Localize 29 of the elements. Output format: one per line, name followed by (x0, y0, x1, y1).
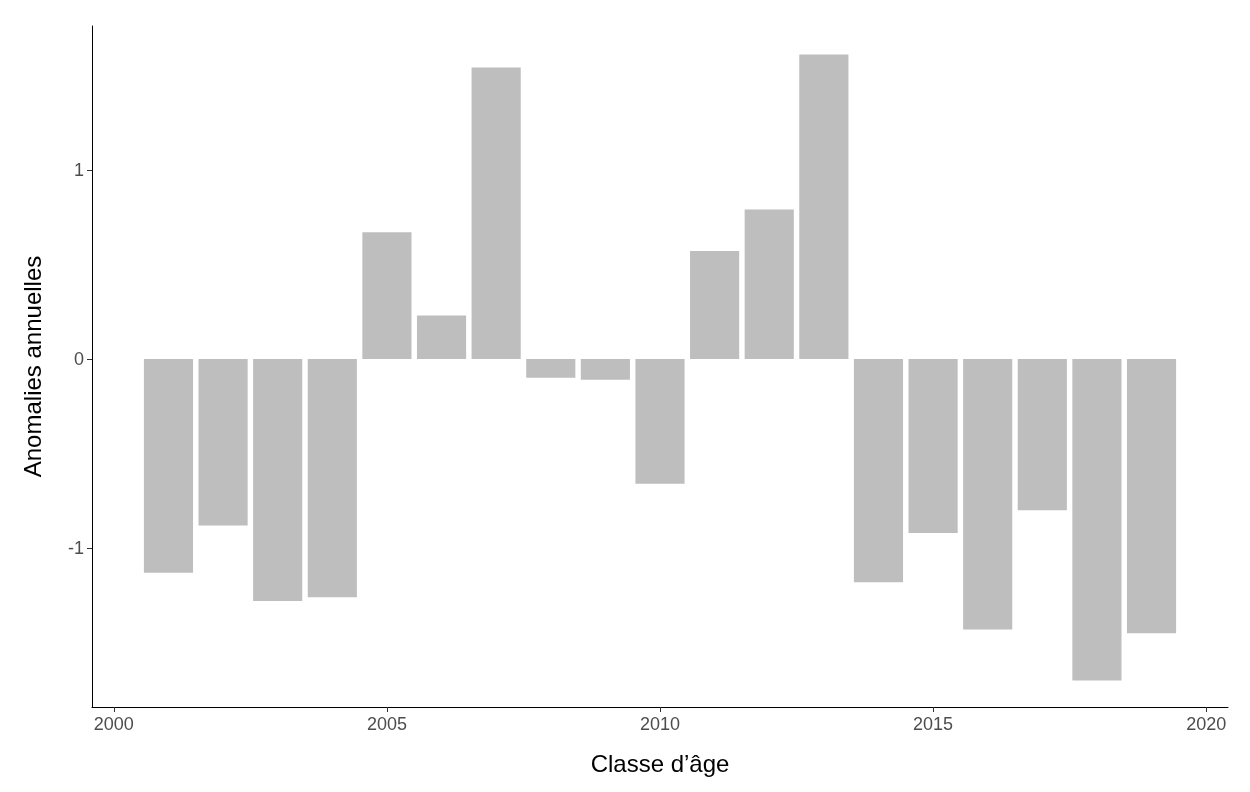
bar (853, 358, 904, 583)
bar (799, 54, 849, 359)
x-tick-label: 2005 (366, 714, 407, 734)
bar (690, 251, 740, 359)
bar (362, 232, 412, 359)
bar (1126, 358, 1177, 634)
bar (416, 315, 467, 359)
bar (143, 358, 194, 573)
bar (1072, 358, 1122, 681)
x-tick-label: 2015 (913, 714, 954, 734)
bar (908, 358, 958, 533)
bar (471, 67, 521, 359)
bar (580, 358, 630, 380)
bar (635, 358, 685, 484)
y-tick-label: -1 (67, 538, 84, 559)
y-tick-label: 1 (73, 159, 84, 180)
bar (744, 209, 794, 359)
x-tick-label: 2010 (639, 714, 681, 734)
bar (253, 358, 303, 602)
x-tick-label: 2020 (1186, 714, 1227, 734)
bar (1017, 358, 1067, 511)
x-tick-label: 2000 (93, 714, 134, 734)
y-axis-title: Anomalies annuelles (18, 255, 46, 478)
y-tick-label: 0 (73, 348, 84, 369)
bar (963, 358, 1013, 630)
x-axis-title: Classe d’âge (590, 749, 730, 777)
bar (526, 358, 576, 378)
bar (307, 358, 357, 598)
bar (198, 358, 248, 526)
